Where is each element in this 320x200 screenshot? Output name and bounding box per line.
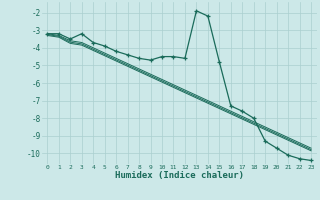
X-axis label: Humidex (Indice chaleur): Humidex (Indice chaleur) [115, 171, 244, 180]
